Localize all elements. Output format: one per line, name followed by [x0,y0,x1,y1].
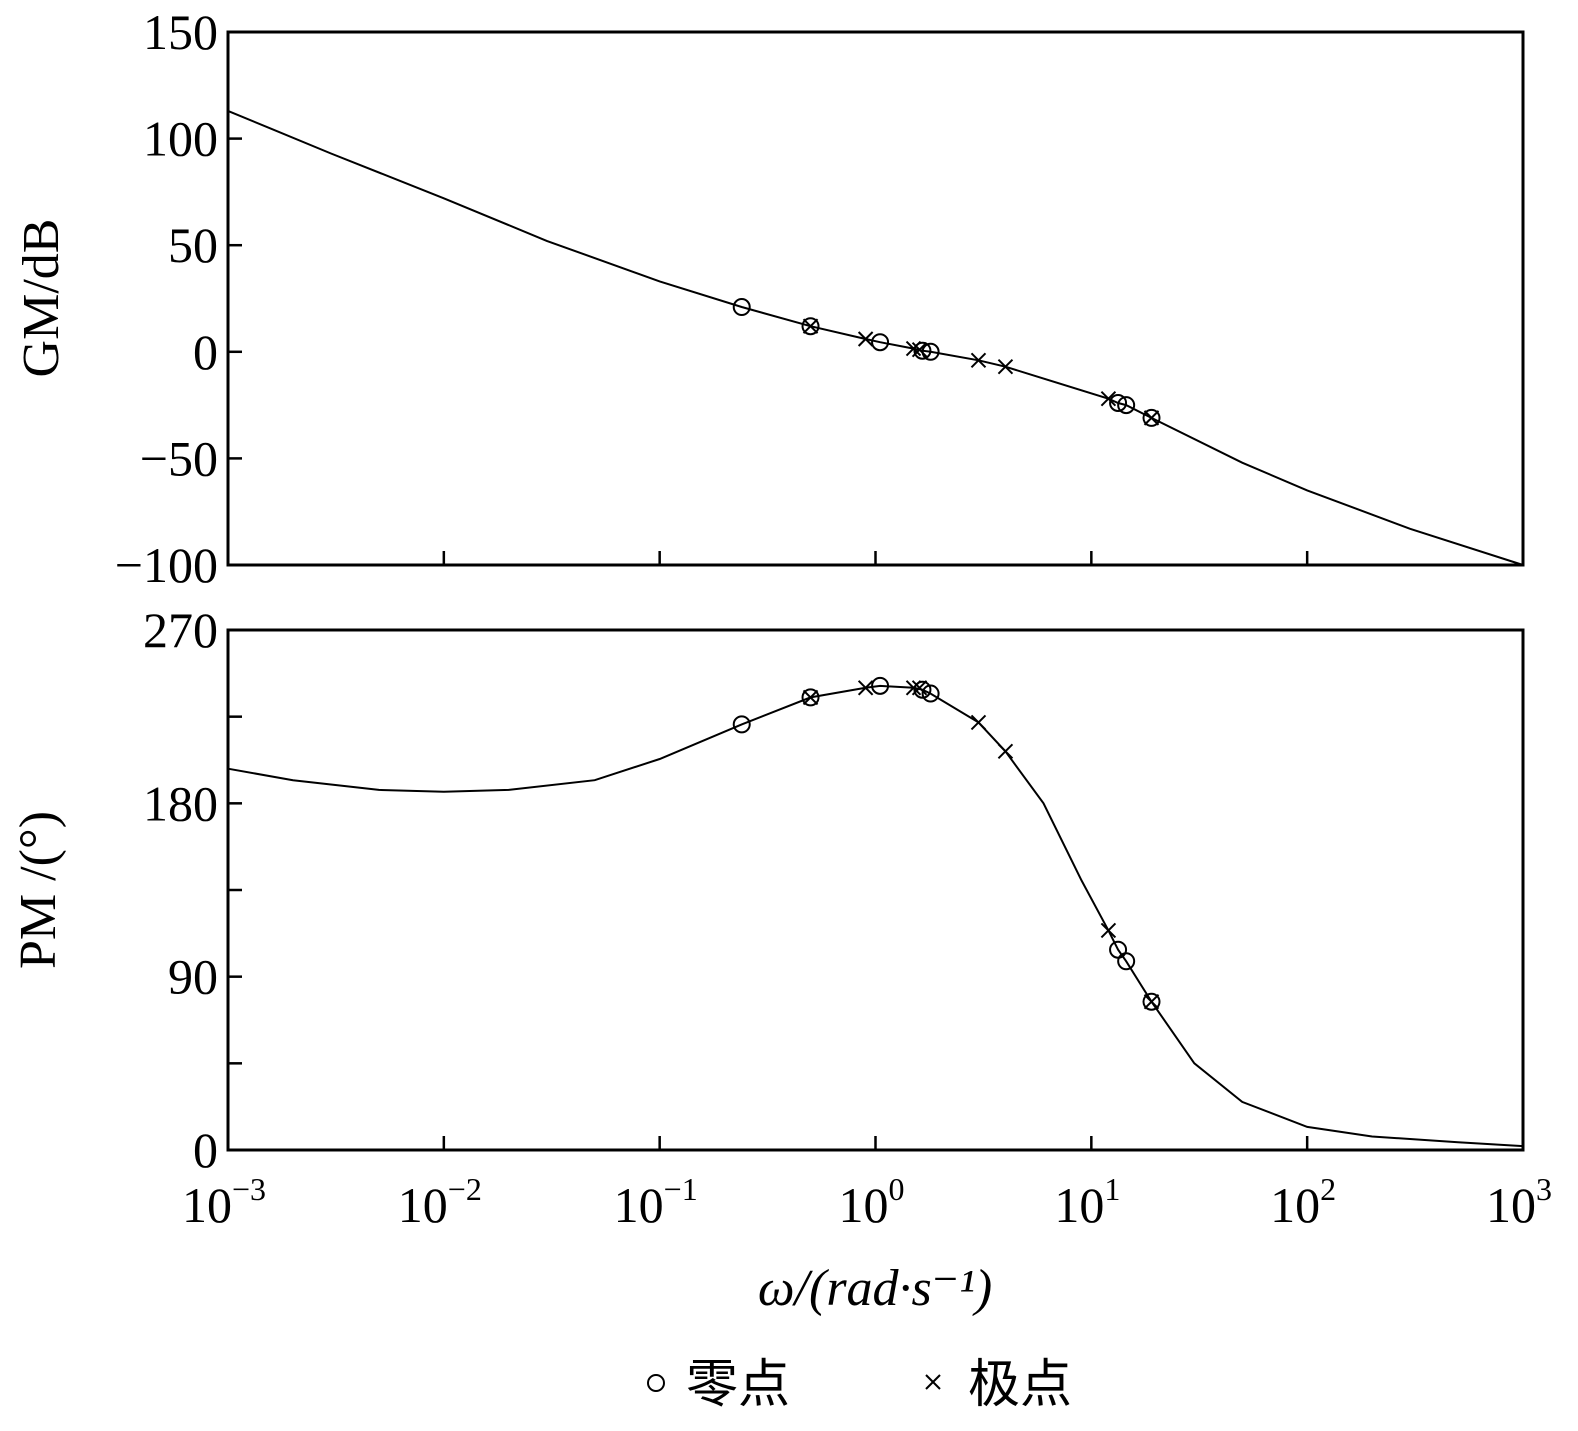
phase-pole-marker [1143,993,1160,1010]
gain-pole-marker [905,340,922,357]
legend: 零点 极点 [647,1355,1072,1415]
gain-pole-marker [802,318,819,334]
phase-zero-marker [871,676,890,695]
gain-pole-marker [1143,410,1160,426]
legend-pole-label: 极点 [968,1355,1072,1415]
gain-zero-marker [1117,396,1136,415]
gain-y-tick-label: 150 [143,4,218,60]
phase-plot-frame [226,628,1525,1152]
gain-pole-marker [997,359,1014,375]
gain-pole-marker [857,331,874,347]
x-tick-labels: 10−3 10−2 10−1 100 101 102 103 [182,1171,1552,1233]
phase-y-tick-labels: 270 180 90 0 [143,602,218,1178]
gain-zero-marker [1142,408,1161,427]
gain-y-tick-label: 0 [193,324,218,380]
gain-markers [732,298,1161,427]
phase-y-tick-label: 270 [143,602,218,658]
x-tick-label: 101 [1054,1171,1120,1233]
gain-y-tick-labels: 150 100 50 0 −50 −100 [115,4,218,593]
gain-y-tick-label: −100 [115,537,218,593]
gain-zero-marker [801,317,820,336]
gain-y-tick-label: 100 [143,111,218,167]
gain-y-axis-label: GM/dB [13,219,70,378]
phase-y-tick-label: 0 [193,1122,218,1178]
phase-zero-marker [921,684,940,703]
gain-curve [227,109,1524,566]
x-axis-label: ω/(rad·s⁻¹) [758,1260,992,1317]
phase-pole-marker [970,714,987,731]
phase-pole-marker [997,743,1014,760]
gain-y-tick-label: −50 [140,430,218,486]
gain-pole-marker [970,352,987,369]
phase-y-axis-label: PM /(°) [10,811,67,969]
phase-pole-marker [857,680,874,696]
legend-zero-marker [647,1374,665,1392]
legend-zero-label: 零点 [686,1355,790,1415]
gain-ticks [228,30,1309,567]
gain-pole-marker [1100,390,1117,407]
phase-plot: 270 180 90 0 10−3 10−2 10−1 100 101 102 103 PM /(… [10,602,1552,1233]
gain-plot: 150 100 50 0 −50 −100 GM/dB [13,4,1525,593]
phase-pole-marker [911,680,928,696]
gain-plot-frame [226,30,1525,567]
gain-zero-marker [871,333,890,352]
phase-pole-marker [802,689,819,706]
gain-zero-marker [1109,393,1128,412]
x-tick-label: 10−2 [398,1171,482,1233]
phase-markers [732,676,1161,1011]
phase-pole-marker [1100,922,1117,939]
legend-pole-marker [925,1374,941,1390]
gain-pole-marker [911,341,928,358]
phase-zero-marker [1142,992,1161,1011]
phase-pole-marker [905,680,922,696]
phase-y-tick-label: 90 [168,949,218,1005]
x-tick-label: 10−3 [182,1171,266,1233]
phase-zero-marker [801,688,820,707]
phase-y-tick-label: 180 [143,775,218,831]
phase-zero-marker [1117,952,1136,971]
phase-curve [227,684,1524,1148]
x-tick-label: 10−1 [614,1171,698,1233]
gain-y-tick-label: 50 [168,217,218,273]
x-tick-label: 102 [1270,1171,1336,1233]
x-tick-label: 100 [839,1171,905,1233]
x-tick-label: 103 [1486,1171,1552,1233]
phase-ticks [228,628,1309,1152]
phase-zero-marker [732,715,751,734]
gain-zero-marker [732,298,751,317]
